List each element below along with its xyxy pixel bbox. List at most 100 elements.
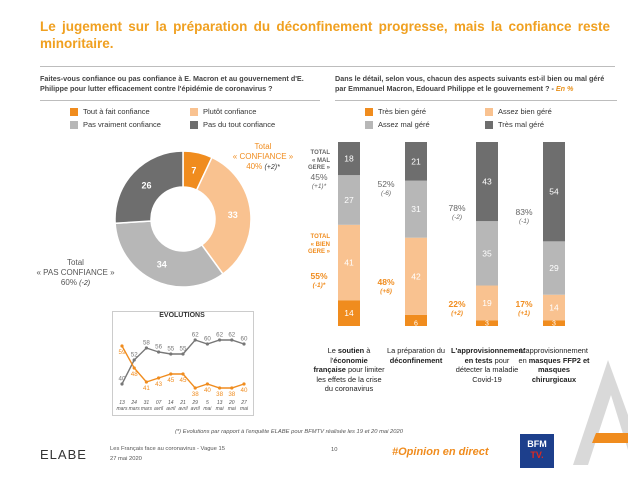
total-bien-value: 55% (-1)* [310, 271, 328, 290]
bar-value-label: 31 [411, 204, 421, 214]
elabe-logo: ELABE [40, 447, 87, 462]
evolution-value-label: 43 [155, 381, 162, 388]
bar-segment [543, 320, 565, 326]
evolution-value-label: 62 [228, 332, 235, 339]
evolution-value-label: 60 [241, 336, 248, 343]
page-title: Le jugement sur la préparation du déconf… [40, 19, 610, 51]
bar-value-label: 19 [482, 298, 492, 308]
evolution-point [230, 386, 234, 390]
bar-segment [405, 237, 427, 315]
confidence-donut-chart: 7 33 34 26 [114, 150, 252, 288]
bar-value-label: 42 [411, 271, 421, 281]
bar-segment [476, 142, 498, 222]
bar-segment [476, 320, 498, 326]
donut-slice [114, 150, 184, 225]
bar-value-label: 27 [344, 195, 354, 205]
evolution-date-label: mai [240, 406, 249, 412]
left-divider [40, 100, 320, 101]
evolution-point [230, 338, 234, 342]
evolution-date-label: mars [116, 406, 128, 412]
evolution-point [120, 344, 124, 348]
evolution-value-label: 38 [192, 391, 199, 398]
evolution-date-label: 29 [191, 400, 198, 406]
bar-segment [543, 142, 565, 242]
decorative-triangle-icon [573, 360, 628, 465]
evolution-date-label: 13 [119, 400, 125, 406]
evolution-date-label: 24 [130, 400, 137, 406]
evolution-date-label: 14 [168, 400, 174, 406]
bar-value-label: 41 [344, 258, 354, 268]
evolution-value-label: 56 [155, 344, 162, 351]
legend-swatch [70, 120, 78, 129]
category-label: L'approvisionnement en masques FFP2 et m… [518, 346, 590, 384]
right-question: Dans le détail, selon vous, chacun des a… [335, 74, 605, 93]
legend-item-pas-du-tout: Pas du tout confiance [190, 120, 275, 129]
bar-value-label: 6 [414, 321, 418, 328]
bar-segment [405, 142, 427, 181]
donut-slice-label: 7 [191, 166, 196, 176]
bfmtv-logo: BFM TV. [520, 434, 554, 468]
donut-slice [195, 156, 252, 276]
evolution-point [205, 382, 209, 386]
legend-swatch [365, 120, 373, 129]
footer-survey: Les Français face au coronavirus - Vague… [110, 446, 225, 452]
bar-segment [476, 221, 498, 286]
bar-segment [338, 224, 360, 301]
evolution-value-label: 62 [192, 332, 199, 339]
evolution-point [132, 366, 136, 370]
evolution-point [120, 382, 124, 386]
legend-item-tout-a-fait: Tout à fait confiance [70, 107, 150, 116]
evolution-point [242, 342, 246, 346]
evolution-point [169, 372, 173, 376]
bar-value-label: 35 [482, 248, 492, 258]
evolution-date-label: mai [203, 406, 212, 412]
title-divider [40, 66, 615, 67]
legend-swatch [70, 107, 78, 116]
total-mal-value: 78% (-2) [448, 202, 466, 221]
evolution-value-label: 62 [216, 332, 223, 339]
evolution-date-label: mars [129, 406, 141, 412]
evolution-date-label: 20 [228, 400, 235, 406]
total-bien-label: TOTAL « BIEN GERE » [307, 234, 330, 255]
evolution-value-label: 45 [167, 377, 174, 384]
bar-value-label: 3 [485, 321, 489, 328]
bar-segment [543, 241, 565, 295]
evolution-value-label: 58 [143, 340, 150, 347]
evolution-date-label: mai [216, 406, 225, 412]
evolution-point [193, 338, 197, 342]
evolution-date-label: 07 [156, 400, 162, 406]
bar-segment [338, 300, 360, 326]
evolution-value-label: 38 [216, 391, 223, 398]
total-bien-value: 48% (+6) [377, 277, 395, 296]
evolution-value-label: 38 [228, 391, 235, 398]
evolution-value-label: 55 [180, 346, 187, 353]
evolution-date-label: 31 [144, 400, 150, 406]
bar-value-label: 29 [549, 263, 559, 273]
evolution-point [193, 386, 197, 390]
evolution-value-label: 48 [131, 371, 138, 378]
legend-item-plutot: Plutôt confiance [190, 107, 256, 116]
legend-swatch [365, 107, 373, 116]
evolution-point [181, 352, 185, 356]
evolution-point [157, 376, 161, 380]
legend-swatch [190, 107, 198, 116]
evolution-date-label: avril [166, 406, 176, 412]
footer-date: 27 mai 2020 [110, 456, 142, 462]
bar-value-label: 14 [344, 308, 354, 318]
evolution-value-label: 60 [204, 336, 211, 343]
hashtag: #Opinion en direct [392, 446, 489, 458]
evolutions-box [112, 311, 254, 416]
evolution-value-label: 59 [119, 349, 126, 356]
bar-segment [543, 294, 565, 321]
bar-value-label: 18 [344, 154, 354, 164]
evolution-point [181, 372, 185, 376]
bar-value-label: 54 [549, 187, 559, 197]
bar-value-label: 14 [549, 303, 559, 313]
evolution-date-label: avril [191, 406, 201, 412]
category-label: L'approvisionnement en tests pour détect… [451, 346, 526, 384]
total-mal-value: 45% (+1)* [310, 172, 328, 191]
evolution-date-label: 13 [217, 400, 223, 406]
bar-segment [338, 175, 360, 225]
evolution-date-label: mai [228, 406, 237, 412]
total-mal-value: 83% (-1) [515, 207, 533, 226]
